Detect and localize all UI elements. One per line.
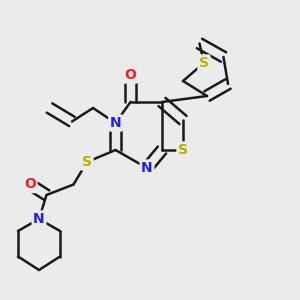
Text: O: O: [124, 68, 136, 82]
Text: O: O: [24, 178, 36, 191]
Text: N: N: [110, 116, 121, 130]
Text: S: S: [82, 155, 92, 169]
Text: S: S: [199, 56, 209, 70]
Text: N: N: [141, 161, 153, 175]
Text: N: N: [33, 212, 45, 226]
Text: S: S: [178, 143, 188, 157]
